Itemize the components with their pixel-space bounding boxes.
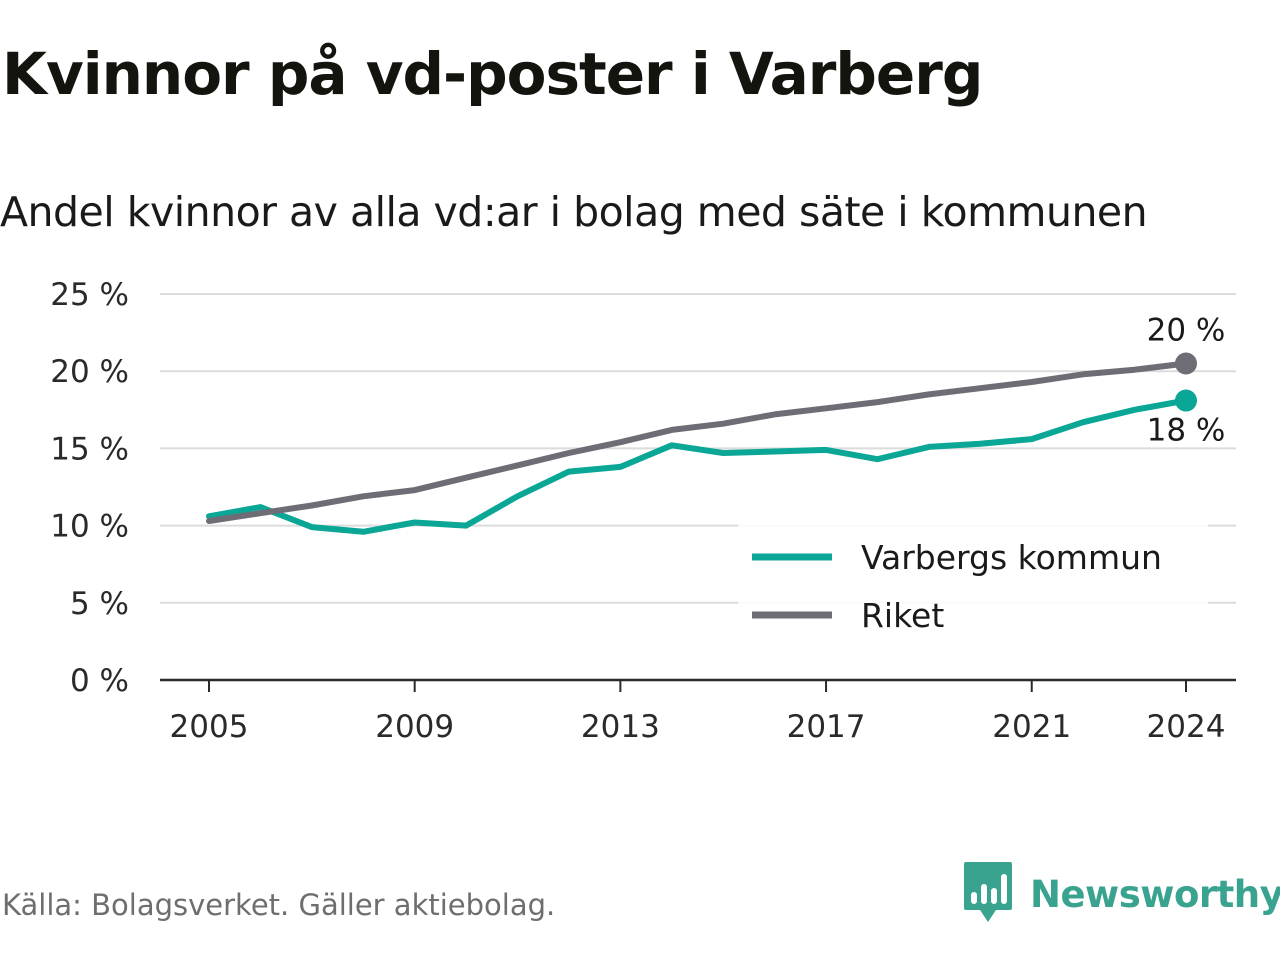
x-tick-label: 2005 xyxy=(170,709,249,745)
series-end-marker xyxy=(1175,389,1197,412)
legend: Varbergs kommun Riket xyxy=(738,522,1208,652)
y-tick-label: 0 % xyxy=(70,663,129,699)
brand-logo[interactable]: Newsworthy xyxy=(962,862,1280,926)
legend-label: Varbergs kommun xyxy=(861,538,1162,577)
source-note: Källa: Bolagsverket. Gäller aktiebolag. xyxy=(2,888,556,922)
x-tick-label: 2009 xyxy=(375,709,454,745)
series-end-marker xyxy=(1175,352,1197,375)
brand-name: Newsworthy xyxy=(1030,872,1280,916)
series-line-1 xyxy=(206,360,1189,524)
y-tick-label: 15 % xyxy=(50,431,129,467)
end-value-label: 20 % xyxy=(1147,312,1226,348)
y-tick-label: 5 % xyxy=(70,586,129,622)
series-lines: 18 % 20 % xyxy=(206,309,1228,535)
series-line-0 xyxy=(206,397,1189,535)
x-tick-label: 2013 xyxy=(581,709,660,745)
legend-label: Riket xyxy=(861,596,944,635)
y-tick-label: 10 % xyxy=(50,509,129,545)
axes: 0 % 5 % 10 % 15 % 20 % 25 % 2005 2009 2013 2017 20… xyxy=(50,277,1236,745)
legend-background xyxy=(738,522,1208,652)
y-tick-label: 25 % xyxy=(50,277,129,313)
chart-title: Kvinnor på vd-poster i Varberg xyxy=(2,40,983,108)
x-tick-label: 2021 xyxy=(992,709,1071,745)
chart-subtitle: Andel kvinnor av alla vd:ar i bolag med … xyxy=(0,188,1148,236)
x-tick-label: 2017 xyxy=(787,709,866,745)
end-value-label: 18 % xyxy=(1147,413,1226,449)
x-tick-label: 2024 xyxy=(1147,709,1226,745)
bar-chart-speech-bubble-icon xyxy=(962,860,1014,928)
y-tick-label: 20 % xyxy=(50,354,129,390)
